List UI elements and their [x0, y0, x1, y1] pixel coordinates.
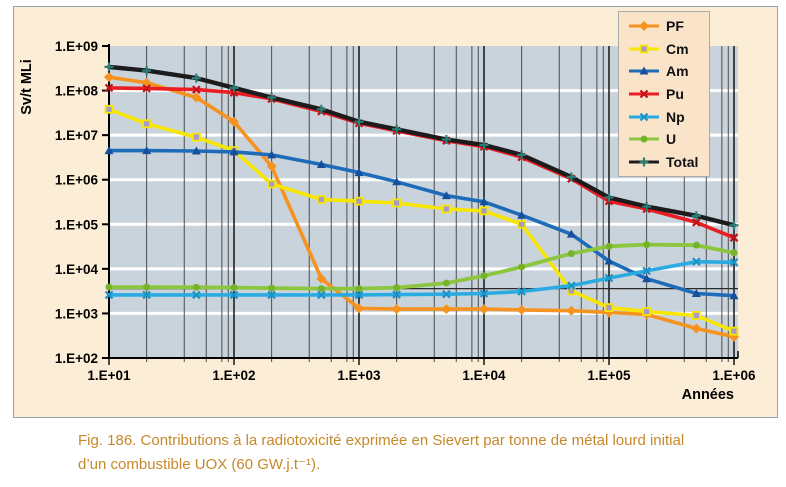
series-pf — [104, 72, 739, 342]
legend-swatch-total-icon — [627, 154, 661, 170]
legend-label-cm: Cm — [666, 40, 689, 57]
y-tick-label: 1.E+02 — [55, 351, 98, 366]
y-tick-label: 1.E+07 — [55, 128, 98, 143]
legend-swatch-np-icon — [627, 109, 661, 125]
y-tick-label: 1.E+04 — [55, 262, 99, 277]
legend-item-cm: Cm — [627, 39, 709, 59]
legend-label-pf: PF — [666, 18, 684, 35]
caption-line-2: d’un combustible UOX (60 GW.j.t⁻¹). — [78, 456, 321, 473]
x-tick-label: 1.E+01 — [87, 368, 131, 383]
x-tick-label: 1.E+02 — [212, 368, 255, 383]
series-am — [104, 146, 739, 300]
legend-item-total: Total — [627, 152, 709, 172]
y-tick-label: 1.E+06 — [55, 173, 99, 188]
chart-panel: 1.E+09 1.E+08 1.E+07 1.E+06 1.E+05 1.E+04 1.E+… — [13, 6, 778, 418]
x-tick-label: 1.E+04 — [462, 368, 506, 383]
legend-label-pu: Pu — [666, 85, 684, 102]
legend-swatch-pu-icon — [627, 86, 661, 102]
axes: 1.E+09 1.E+08 1.E+07 1.E+06 1.E+05 1.E+04 1.E+… — [19, 39, 756, 403]
legend-item-pf: PF — [627, 16, 709, 36]
legend-item-am: Am — [627, 61, 709, 81]
legend-swatch-am-icon — [627, 63, 661, 79]
chart-legend: PF Cm Am Pu Np U Total — [618, 11, 710, 177]
legend-swatch-u-icon — [627, 131, 661, 147]
legend-swatch-cm-icon — [627, 41, 661, 57]
legend-item-u: U — [627, 129, 709, 149]
y-tick-label: 1.E+05 — [55, 217, 99, 232]
figure-caption: Fig. 186. Contributions à la radiotoxici… — [78, 429, 746, 477]
legend-label-total: Total — [666, 153, 699, 170]
legend-label-u: U — [666, 131, 677, 148]
legend-label-am: Am — [666, 63, 689, 80]
caption-line-1: Fig. 186. Contributions à la radiotoxici… — [78, 432, 685, 449]
legend-item-np: Np — [627, 107, 709, 127]
x-tick-label: 1.E+03 — [337, 368, 381, 383]
legend-swatch-pf-icon — [627, 18, 661, 34]
x-tick-label: 1.E+06 — [712, 368, 756, 383]
series-np — [104, 257, 739, 300]
y-tick-label: 1.E+08 — [55, 84, 99, 99]
y-axis-title: Sv/t MLi — [19, 59, 35, 115]
x-axis-title: Années — [682, 387, 734, 403]
series-cm — [104, 104, 739, 336]
y-tick-label: 1.E+09 — [55, 39, 98, 54]
x-tick-label: 1.E+05 — [587, 368, 631, 383]
legend-label-np: Np — [666, 108, 685, 125]
y-tick-label: 1.E+03 — [55, 306, 99, 321]
series-u — [105, 241, 738, 293]
series-total — [104, 62, 739, 230]
legend-item-pu: Pu — [627, 84, 709, 104]
